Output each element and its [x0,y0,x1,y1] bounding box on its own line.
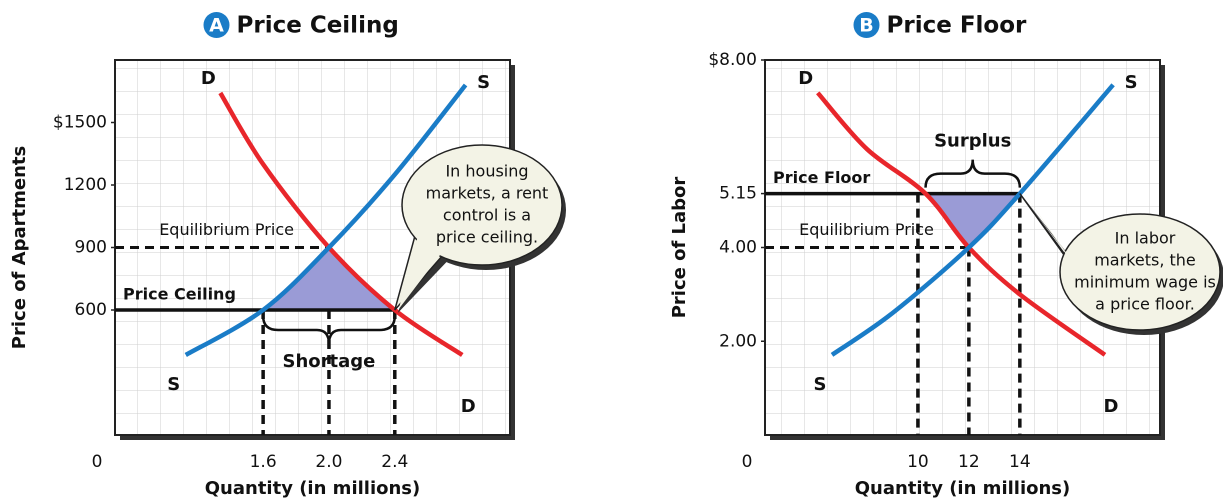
control-label: Price Floor [773,168,870,187]
equilibrium-label: Equilibrium Price [799,220,934,239]
curve [830,83,1115,357]
callout [401,144,563,266]
badge-label: B [859,15,873,37]
x-tick-label: 12 [958,452,980,472]
y-tick-label: 600 [75,300,107,320]
callout-text: a price floor. [1095,295,1195,314]
x-tick-label: 1.6 [250,452,277,472]
callout-pointer-fill [1023,192,1107,310]
x-tick-label: 2.0 [315,452,342,472]
callout-pointer-fill [398,211,449,309]
control-label: Price Ceiling [123,285,236,304]
x-tick-label: 10 [907,452,929,472]
x-tick-label: 14 [1009,452,1031,472]
gap-region [925,193,1020,248]
callout-text: price ceiling. [436,228,538,247]
y-tick-label: 5.15 [719,184,757,204]
x-axis-label: Quantity (in millions) [855,478,1071,499]
curve [184,83,468,357]
y-axis-label: Price of Apartments [9,146,30,349]
y-axis-label: Price of Labor [669,177,690,319]
callout-text: control is a [443,206,531,225]
curve-label: S [167,374,180,395]
y-tick-label: 4.00 [719,238,757,258]
chart-title: Price Floor [887,13,1028,39]
gap-region [263,247,395,310]
callout-text: minimum wage is [1074,273,1216,292]
curve-label: S [1125,72,1138,93]
y-tick-label: 900 [75,238,107,258]
x-tick-label: 2.4 [381,452,408,472]
curve-label: D [1103,396,1118,417]
curve-label: D [798,68,813,89]
badge [853,12,880,38]
curve-label: S [814,374,827,395]
gap-label: Surplus [934,131,1011,152]
chart-title: Price Ceiling [237,13,399,39]
badge [203,12,230,38]
origin-label: 0 [92,452,103,472]
origin-label: 0 [742,452,753,472]
brace [261,315,397,345]
brace [924,159,1022,188]
equilibrium-label: Equilibrium Price [159,220,294,239]
curve [816,91,1107,357]
gap-label: Shortage [283,351,376,372]
y-tick-label: 1200 [64,175,107,195]
y-tick-label: $1500 [53,113,107,133]
callout-text: In labor [1115,229,1176,248]
callout-text: In housing [445,162,528,181]
curve-label: D [201,68,216,89]
y-tick-label: 2.00 [719,331,757,351]
x-axis-label: Quantity (in millions) [205,478,421,499]
y-tick-label: $8.00 [708,50,757,70]
curve-label: S [477,72,490,93]
badge-label: A [209,15,224,37]
callout-text: markets, a rent [426,184,549,203]
curve-label: D [461,396,476,417]
callout-text: markets, the [1094,251,1196,270]
